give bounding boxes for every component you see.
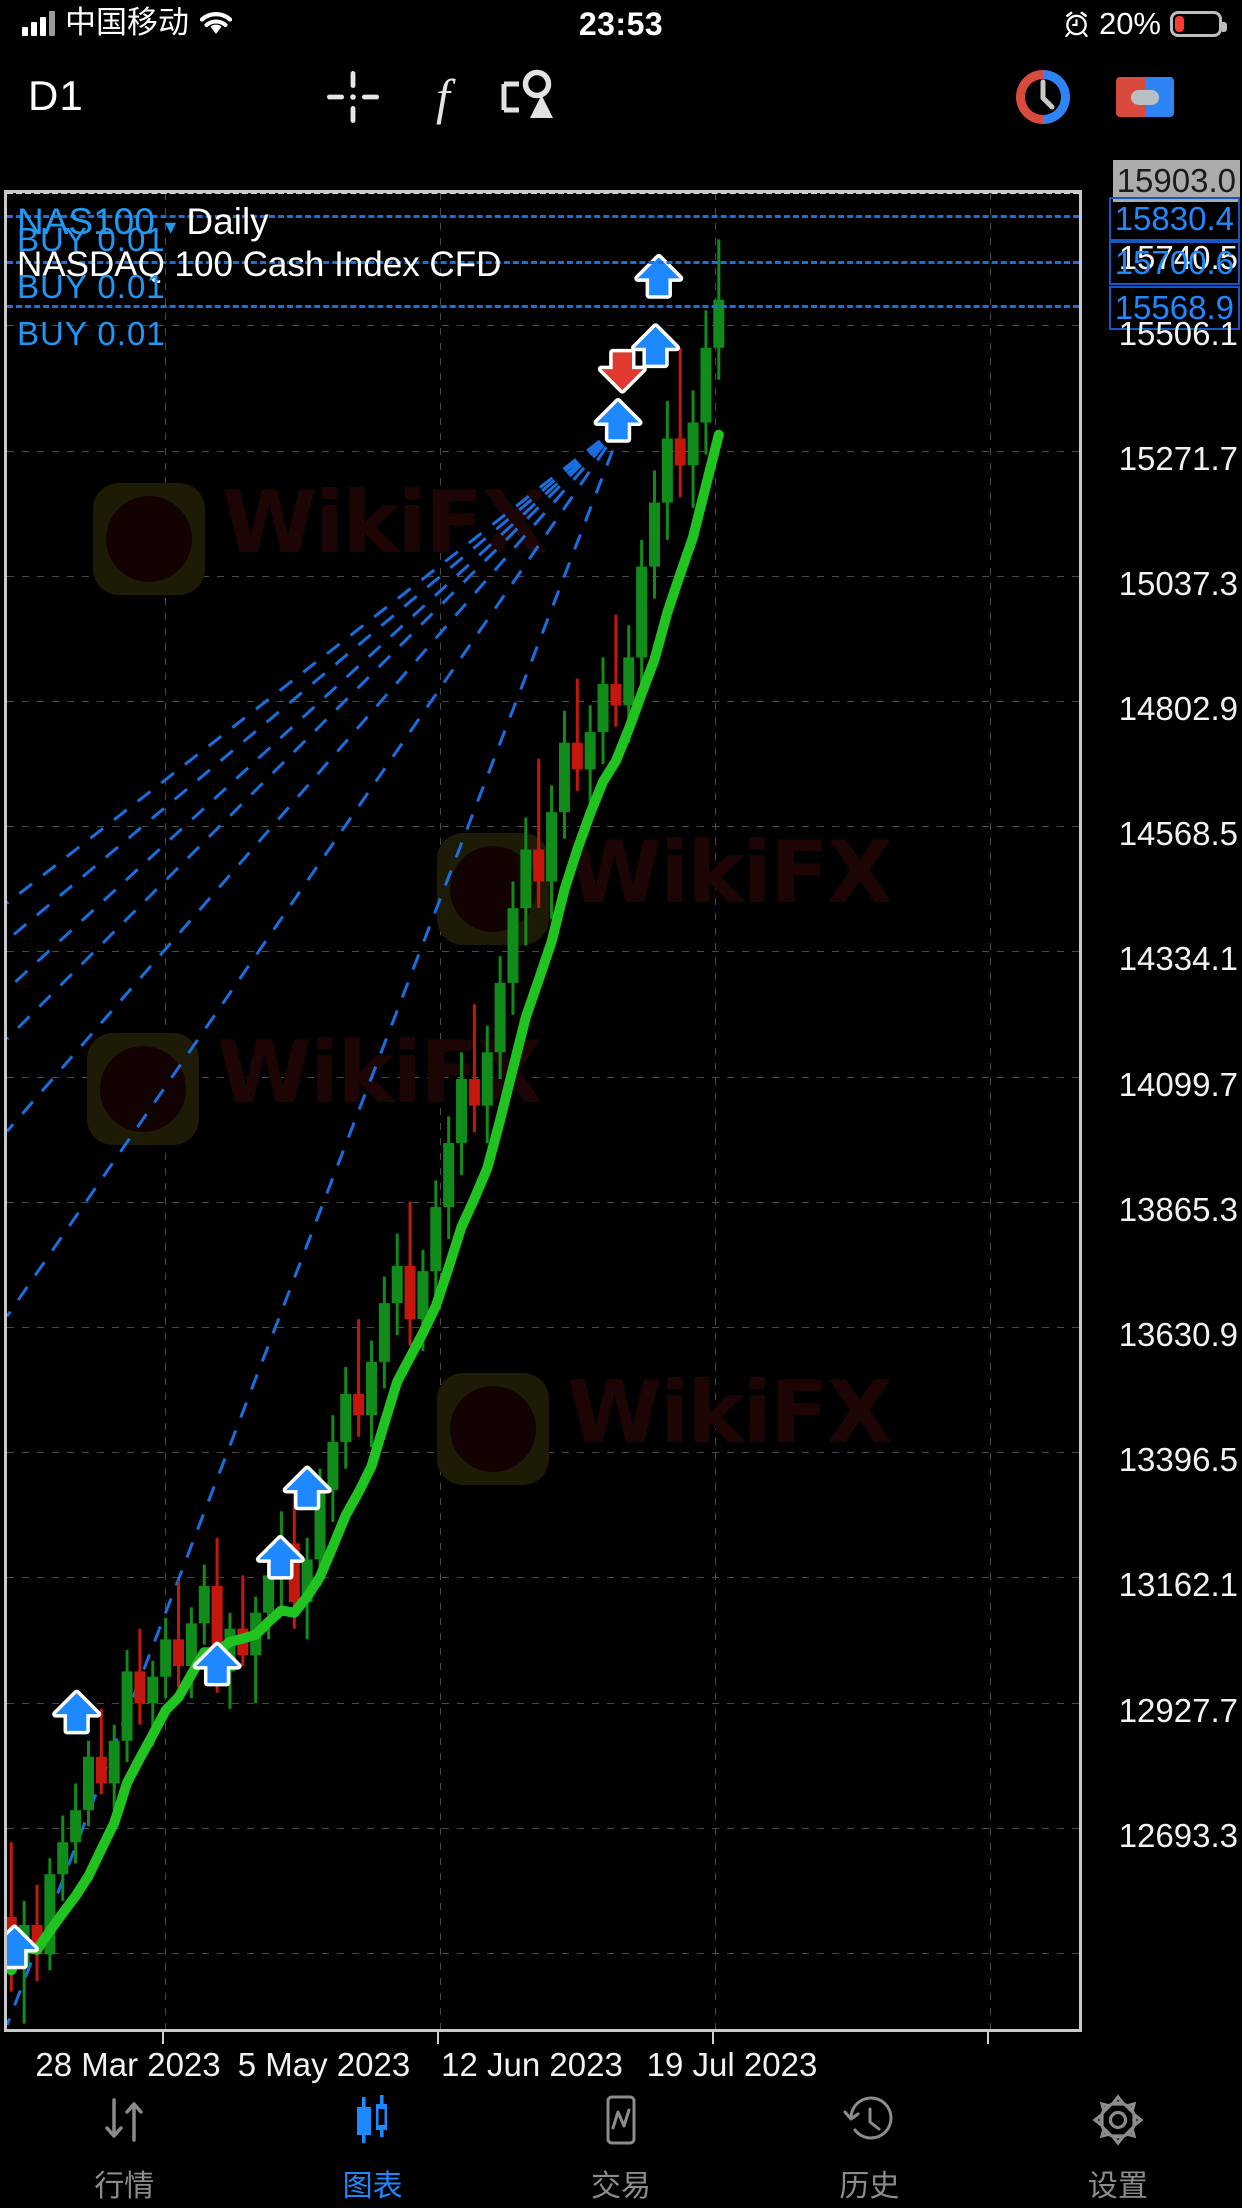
price-tick: 13396.5 xyxy=(1118,1441,1238,1478)
chart-toolbar: D1 f xyxy=(0,58,1242,136)
gridline-v xyxy=(440,193,441,2029)
gridline-h xyxy=(7,1327,1079,1328)
order-price-tag[interactable]: 15568.9 xyxy=(1108,286,1240,330)
wifi-icon xyxy=(199,10,233,36)
period-label: Daily xyxy=(186,201,269,242)
price-axis[interactable]: 15903.0 15830.4 15740.5 15700.6 15568.9 … xyxy=(1082,160,1242,2032)
current-price-line xyxy=(7,193,1079,194)
history-clock-icon xyxy=(841,2091,897,2149)
price-tick: 14334.1 xyxy=(1118,940,1238,977)
date-tick: 5 May 2023 xyxy=(237,2046,411,2083)
nav-label-quotes: 行情 xyxy=(94,2170,155,2203)
gridline-h xyxy=(7,1077,1079,1078)
chart-canvas[interactable]: WikiFX WikiFX WikiFX WikiFX xyxy=(4,190,1082,2032)
candlestick-chart-icon xyxy=(345,2091,401,2149)
gridline-v xyxy=(990,193,991,2029)
nav-label-trade: 交易 xyxy=(591,2170,652,2203)
price-tick: 12927.7 xyxy=(1118,1692,1238,1729)
gridline-h xyxy=(7,451,1079,452)
timeframe-button[interactable]: D1 xyxy=(28,72,84,119)
objects-shapes-icon[interactable] xyxy=(488,66,574,128)
gridline-h xyxy=(7,1828,1079,1829)
date-tick: 19 Jul 2023 xyxy=(646,2046,818,2083)
nav-item-history[interactable]: 历史 xyxy=(745,2088,993,2208)
one-click-trading-icon[interactable] xyxy=(1102,66,1188,128)
price-tick: 13162.1 xyxy=(1118,1566,1238,1603)
price-tick: 13865.3 xyxy=(1118,1191,1238,1228)
nav-item-quotes[interactable]: 行情 xyxy=(0,2088,248,2208)
order-price-tag[interactable]: 15700.6 xyxy=(1108,241,1240,285)
clock-buy-sell-icon[interactable] xyxy=(1000,66,1086,128)
gridline-h xyxy=(7,1703,1079,1704)
chart-plot-area[interactable]: WikiFX WikiFX WikiFX WikiFX xyxy=(7,193,1079,2029)
gridline-h xyxy=(7,325,1079,326)
status-bar-right: 20% xyxy=(1063,6,1227,41)
status-bar-clock: 23:53 xyxy=(578,6,664,42)
crosshair-icon[interactable] xyxy=(310,66,396,128)
gridline-h xyxy=(7,1577,1079,1578)
price-tick: 14802.9 xyxy=(1118,690,1238,727)
gear-icon xyxy=(1090,2091,1146,2149)
nav-label-settings: 设置 xyxy=(1087,2170,1148,2203)
gridline-h xyxy=(7,951,1079,952)
nav-item-trade[interactable]: 交易 xyxy=(497,2088,745,2208)
current-price-tag: 15903.0 xyxy=(1112,160,1240,202)
bottom-navigation: 行情 图表 交易 xyxy=(0,2088,1242,2208)
price-tick: 15271.7 xyxy=(1118,440,1238,477)
gridline-v xyxy=(715,193,716,2029)
battery-icon xyxy=(1170,10,1227,37)
order-price-tag[interactable]: 15830.4 xyxy=(1108,197,1240,241)
status-bar-left: 中国移动 xyxy=(22,6,233,40)
date-tick: 12 Jun 2023 xyxy=(441,2046,623,2083)
symbol-label[interactable]: NAS100 xyxy=(17,201,155,242)
nav-label-charts: 图表 xyxy=(342,2170,403,2203)
status-bar: 中国移动 23:53 20% xyxy=(0,0,1242,58)
date-axis[interactable]: 28 Mar 2023 5 May 2023 12 Jun 2023 19 Ju… xyxy=(4,2032,1082,2092)
nav-item-settings[interactable]: 设置 xyxy=(994,2088,1242,2208)
trade-phone-icon xyxy=(593,2091,649,2149)
carrier-label: 中国移动 xyxy=(65,5,189,40)
alarm-clock-icon xyxy=(1063,10,1090,37)
price-tick: 15740.5 xyxy=(1118,239,1238,276)
chevron-down-icon[interactable]: ▾ xyxy=(165,214,177,239)
gridline-h xyxy=(7,826,1079,827)
gridline-h xyxy=(7,1953,1079,1954)
order-label[interactable]: BUY 0.01 xyxy=(17,268,166,305)
gridline-h xyxy=(7,576,1079,577)
order-label[interactable]: BUY 0.01 xyxy=(17,315,166,352)
price-tick: 14099.7 xyxy=(1118,1066,1238,1103)
nav-label-history: 历史 xyxy=(839,2170,900,2203)
order-label[interactable]: BUY 0.01 xyxy=(17,221,166,258)
price-tick: 12693.3 xyxy=(1118,1817,1238,1854)
order-line xyxy=(7,215,1079,218)
signal-bars-icon xyxy=(22,10,55,36)
gridline-h xyxy=(7,701,1079,702)
gridline-h xyxy=(7,1202,1079,1203)
symbol-description: NASDAQ 100 Cash Index CFD xyxy=(17,245,502,284)
order-line xyxy=(7,305,1079,308)
date-tick: 28 Mar 2023 xyxy=(35,2046,221,2083)
price-series xyxy=(7,239,725,2026)
quotes-arrows-icon xyxy=(96,2091,152,2149)
order-line xyxy=(7,261,1079,264)
nav-item-charts[interactable]: 图表 xyxy=(248,2088,496,2208)
price-tick: 14568.5 xyxy=(1118,815,1238,852)
symbol-header[interactable]: NAS100 ▾ Daily xyxy=(17,201,269,243)
battery-percent-label: 20% xyxy=(1098,6,1161,41)
price-tick: 15506.1 xyxy=(1118,315,1238,352)
price-tick: 13630.9 xyxy=(1118,1316,1238,1353)
function-f-icon[interactable]: f xyxy=(436,69,450,125)
price-tick: 15037.3 xyxy=(1118,565,1238,602)
